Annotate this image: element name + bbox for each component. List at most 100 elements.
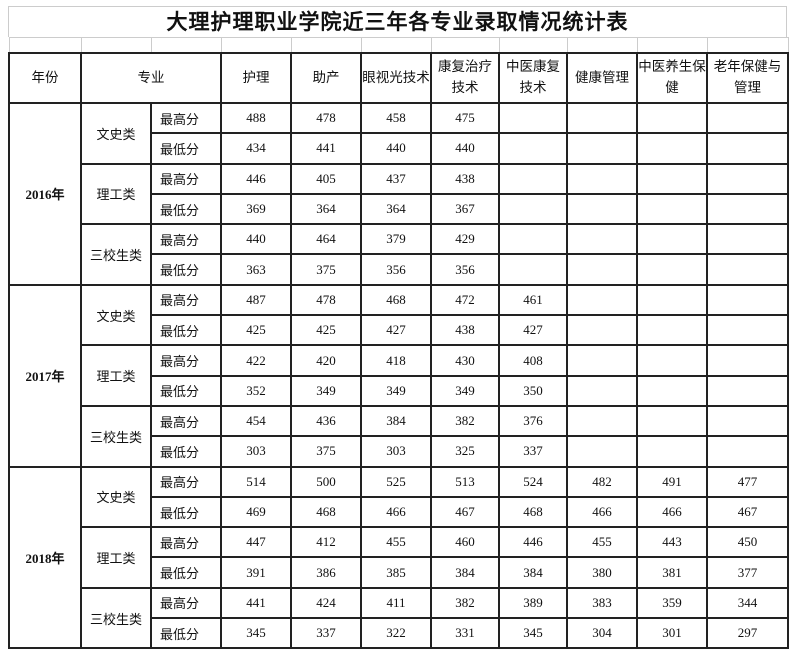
score-cell: 488 [220,101,292,135]
score-cell: 440 [360,132,432,165]
score-cell: 349 [430,374,500,407]
score-cell [566,283,638,317]
score-cell [566,374,638,407]
score-cell: 469 [220,495,292,529]
score-type-cell: 最高分 [150,101,222,135]
blank-cell [706,37,789,54]
score-cell: 458 [360,101,432,135]
admission-table: 年份 专业 护理 助产 眼视光技术 康复治疗技术 中医康复技术 健康管理 中医养生保健 老年保健与… [8,37,789,650]
table-row: 理工类 最高分 446 405 437 438 [9,162,789,226]
score-cell [566,404,638,438]
header-column: 护理 [220,52,292,104]
score-cell: 325 [430,435,500,468]
score-cell: 384 [360,404,432,438]
table-row: 2017年 文史类 最高分 487 478 468 472 461 [8,283,789,468]
score-cell: 352 [220,374,292,407]
blank-cell [360,37,432,54]
score-type-cell: 最高分 [150,404,222,438]
score-cell: 422 [220,344,292,377]
header-column: 健康管理 [566,52,638,104]
score-cell [636,223,708,256]
score-cell [566,223,638,256]
score-cell: 337 [290,617,362,650]
score-cell: 446 [498,526,568,559]
score-cell: 356 [430,253,500,286]
table-row: 最低分 469 468 466 467 468 466 466 467 [9,495,789,529]
admission-table-sheet: 大理护理职业学院近三年各专业录取情况统计表 年份 专业 护理 助产 眼视光技术 康复治疗技… [8,6,789,650]
score-cell [706,253,789,286]
score-type-cell: 最高分 [150,526,222,559]
score-cell [706,101,789,135]
score-cell: 411 [360,586,432,620]
score-cell: 437 [360,162,432,195]
score-cell: 359 [636,586,708,620]
score-type-cell: 最高分 [150,344,222,377]
table-row: 最低分 391 386 385 384 384 380 381 377 [9,556,789,589]
category-cell: 三校生类 [80,223,152,286]
score-cell: 468 [290,495,362,529]
table-row: 最低分 345 337 322 331 345 304 301 297 [9,617,789,650]
score-cell: 424 [290,586,362,620]
score-cell: 478 [290,101,362,135]
blank-cell [566,37,638,54]
table-row: 三校生类 最高分 441 424 411 382 389 383 359 344 [9,586,789,650]
score-cell: 345 [498,617,568,650]
score-cell: 440 [430,132,500,165]
score-cell: 525 [360,465,432,498]
category-cell: 三校生类 [80,586,152,650]
table-row: 最低分 425 425 427 438 427 [9,314,789,347]
score-cell: 375 [290,253,362,286]
score-cell: 441 [220,586,292,620]
score-cell [636,132,708,165]
score-cell: 524 [498,465,568,498]
score-cell: 303 [360,435,432,468]
score-type-cell: 最低分 [150,617,222,650]
score-cell [498,162,568,195]
score-cell: 514 [220,465,292,498]
score-cell: 367 [430,192,500,226]
score-cell: 427 [498,314,568,347]
score-cell: 446 [220,162,292,195]
score-type-cell: 最低分 [150,314,222,347]
score-cell [498,132,568,165]
score-cell [636,283,708,317]
score-cell: 430 [430,344,500,377]
score-cell [636,314,708,347]
score-cell: 369 [220,192,292,226]
table-row: 三校生类 最高分 454 436 384 382 376 [9,404,789,468]
score-cell: 322 [360,617,432,650]
score-cell [636,253,708,286]
score-cell [498,223,568,256]
score-cell: 384 [498,556,568,589]
blank-cell [498,37,568,54]
header-year: 年份 [8,52,82,104]
score-type-cell: 最高分 [150,223,222,256]
score-cell: 472 [430,283,500,317]
score-cell [498,192,568,226]
header-major: 专业 [80,52,222,104]
score-type-cell: 最低分 [150,374,222,407]
score-cell: 377 [706,556,789,589]
score-cell: 297 [706,617,789,650]
score-cell: 466 [360,495,432,529]
score-cell: 363 [220,253,292,286]
score-cell: 344 [706,586,789,620]
score-cell [636,374,708,407]
score-cell: 303 [220,435,292,468]
score-type-cell: 最低分 [150,495,222,529]
category-cell: 理工类 [80,162,152,226]
score-cell: 405 [290,162,362,195]
score-cell [706,314,789,347]
score-cell: 382 [430,404,500,438]
table-row: 最低分 434 441 440 440 [9,132,789,165]
score-cell: 380 [566,556,638,589]
score-cell [706,435,789,468]
score-cell: 461 [498,283,568,317]
score-type-cell: 最低分 [150,556,222,589]
blank-row [8,37,789,54]
score-cell [498,101,568,135]
score-cell [566,314,638,347]
score-type-cell: 最高分 [150,162,222,195]
score-cell [566,435,638,468]
table-row: 最低分 303 375 303 325 337 [9,435,789,468]
